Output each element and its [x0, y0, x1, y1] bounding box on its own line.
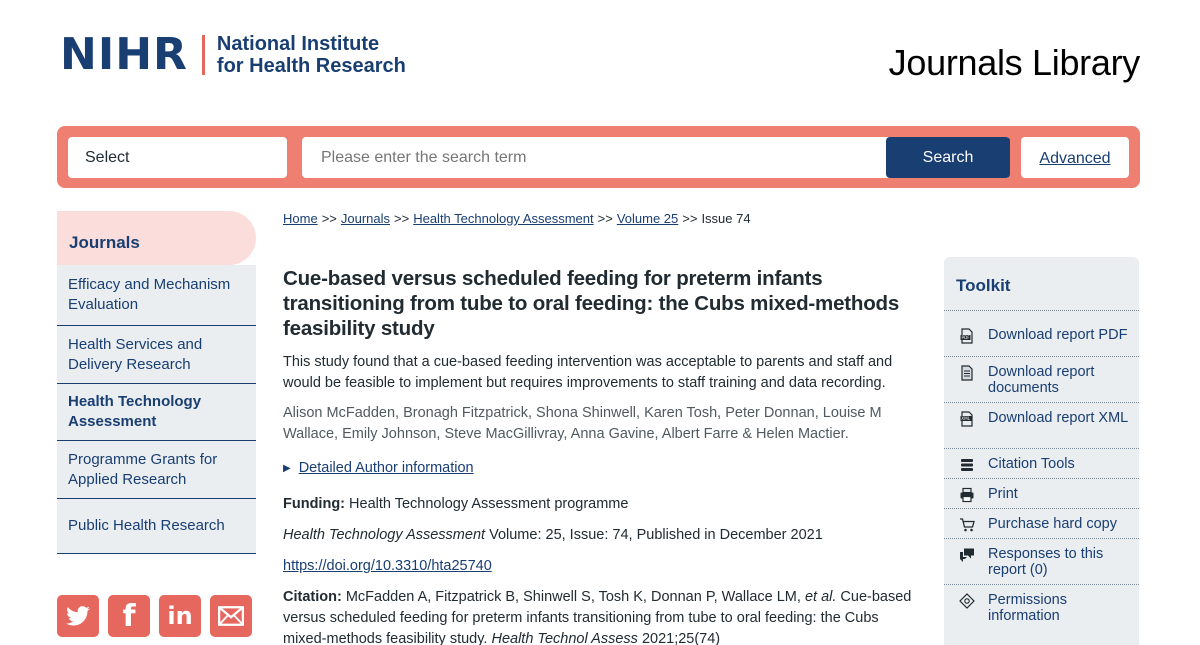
sidebar-item-hta[interactable]: Health Technology Assessment: [57, 384, 256, 441]
toolkit-item-label: Download report documents: [988, 364, 1095, 396]
toolkit-item-label: Download report XML: [988, 410, 1129, 426]
toolkit-item-label: Permissions information: [988, 592, 1067, 624]
logo-divider: [201, 35, 205, 75]
journal-select[interactable]: Select: [68, 137, 287, 178]
citation-journal: Health Technol Assess: [491, 631, 638, 645]
nihr-logo[interactable]: NIHR National Institute for Health Resea…: [60, 29, 406, 80]
comments-icon: [958, 547, 976, 563]
article-summary: This study found that a cue-based feedin…: [283, 354, 893, 391]
search-bar: Select Search Advanced: [57, 126, 1140, 188]
funding-label: Funding:: [283, 496, 346, 512]
triangle-right-icon: ▶: [283, 462, 291, 474]
facebook-icon[interactable]: f: [108, 595, 150, 637]
journals-sidebar: Journals Efficacy and Mechanism Evaluati…: [57, 211, 256, 554]
search-button[interactable]: Search: [886, 137, 1010, 178]
breadcrumb-journal[interactable]: Health Technology Assessment: [413, 211, 594, 226]
publication-line: Health Technology Assessment Volume: 25,…: [283, 525, 923, 546]
sidebar-item-label: Programme Grants for Applied Research: [68, 450, 218, 488]
toolkit-purchase[interactable]: Purchase hard copy: [944, 509, 1139, 539]
toolkit-item-label: Download report PDF: [988, 327, 1128, 343]
citation: Citation: McFadden A, Fitzpatrick B, Shi…: [283, 587, 923, 645]
breadcrumb-separator: >>: [394, 211, 410, 226]
breadcrumb-journals[interactable]: Journals: [340, 211, 391, 226]
logo-line-2: for Health Research: [216, 55, 406, 77]
article-main: Cue-based versus scheduled feeding for p…: [283, 266, 923, 645]
toolkit-panel: Toolkit PDF Download report PDF Download…: [944, 257, 1139, 645]
sidebar-item-label: Health Technology Assessment: [68, 393, 202, 430]
twitter-icon[interactable]: [57, 595, 99, 637]
sidebar-item-hsdr[interactable]: Health Services and Delivery Research: [57, 326, 256, 384]
pdf-icon: PDF: [958, 328, 976, 344]
sidebar-heading: Journals: [57, 211, 256, 265]
logo-text: National Institute for Health Research: [217, 33, 406, 77]
citation-authors: McFadden A, Fitzpatrick B, Shinwell S, T…: [345, 589, 801, 605]
toolkit-citation-tools[interactable]: Citation Tools: [944, 449, 1139, 479]
document-icon: [958, 365, 976, 381]
sidebar-item-phr[interactable]: Public Health Research: [57, 499, 256, 554]
citation-etal: et al.: [804, 589, 837, 605]
sidebar-item-eme[interactable]: Efficacy and Mechanism Evaluation: [57, 265, 256, 326]
sidebar-item-pgfar[interactable]: Programme Grants for Applied Research: [57, 441, 256, 499]
author-details-link[interactable]: Detailed Author information: [298, 460, 474, 476]
linkedin-icon[interactable]: in: [159, 595, 201, 637]
citation-label: Citation:: [283, 589, 342, 605]
funding-value: Health Technology Assessment programme: [349, 496, 629, 512]
toolkit-permissions[interactable]: Permissions information: [944, 585, 1139, 631]
article-title: Cue-based versus scheduled feeding for p…: [283, 267, 900, 340]
sidebar-item-label: Public Health Research: [68, 517, 225, 534]
toolkit-item-label: Citation Tools: [988, 456, 1075, 472]
site-title[interactable]: Journals Library: [888, 42, 1141, 83]
breadcrumb: Home >> Journals >> Health Technology Assess…: [283, 211, 751, 226]
toolkit-print[interactable]: Print: [944, 479, 1139, 509]
stack-icon: [958, 457, 976, 473]
printer-icon: [958, 487, 976, 503]
toolkit-item-label: Purchase hard copy: [988, 516, 1117, 532]
toolkit-item-label: Print: [988, 486, 1018, 502]
cart-icon: [958, 517, 976, 533]
email-icon[interactable]: [210, 595, 252, 637]
toolkit-heading: Toolkit: [944, 257, 1139, 311]
logo-mark: NIHR: [60, 29, 188, 80]
certificate-icon: [958, 593, 976, 609]
breadcrumb-separator: >>: [321, 211, 337, 226]
breadcrumb-separator: >>: [682, 211, 698, 226]
citation-title: Cue-based versus scheduled feeding for p…: [283, 589, 912, 645]
breadcrumb-separator: >>: [597, 211, 613, 226]
sidebar-item-label: Health Services and Delivery Research: [68, 335, 203, 373]
toolkit-download-documents[interactable]: Download report documents: [944, 357, 1139, 403]
xml-icon: XML: [958, 411, 976, 427]
breadcrumb-volume[interactable]: Volume 25: [616, 211, 679, 226]
author-details-toggle[interactable]: ▶ Detailed Author information: [283, 460, 923, 476]
svg-text:XML: XML: [961, 416, 970, 421]
toolkit-responses[interactable]: Responses to this report (0): [944, 539, 1139, 585]
svg-text:PDF: PDF: [962, 335, 971, 340]
advanced-search-link[interactable]: Advanced: [1021, 137, 1129, 178]
article-authors: Alison McFadden, Bronagh Fitzpatrick, Sh…: [283, 405, 882, 442]
citation-year: 2021;25(74): [641, 631, 721, 645]
toolkit-download-pdf[interactable]: PDF Download report PDF: [944, 311, 1139, 357]
social-links: f in: [57, 595, 252, 637]
toolkit-item-label: Responses to this report (0): [988, 546, 1104, 578]
publication-info: Volume: 25, Issue: 74, Published in Dece…: [489, 527, 823, 543]
logo-line-1: National Institute: [216, 33, 380, 55]
toolkit-download-xml[interactable]: XML Download report XML: [944, 403, 1139, 449]
journal-name: Health Technology Assessment: [283, 527, 486, 543]
doi-link[interactable]: https://doi.org/10.3310/hta25740: [283, 558, 492, 574]
breadcrumb-issue: Issue 74: [701, 211, 751, 226]
funding-line: Funding: Health Technology Assessment pr…: [283, 494, 923, 515]
breadcrumb-home[interactable]: Home: [283, 211, 318, 226]
sidebar-item-label: Efficacy and Mechanism Evaluation: [68, 276, 231, 313]
